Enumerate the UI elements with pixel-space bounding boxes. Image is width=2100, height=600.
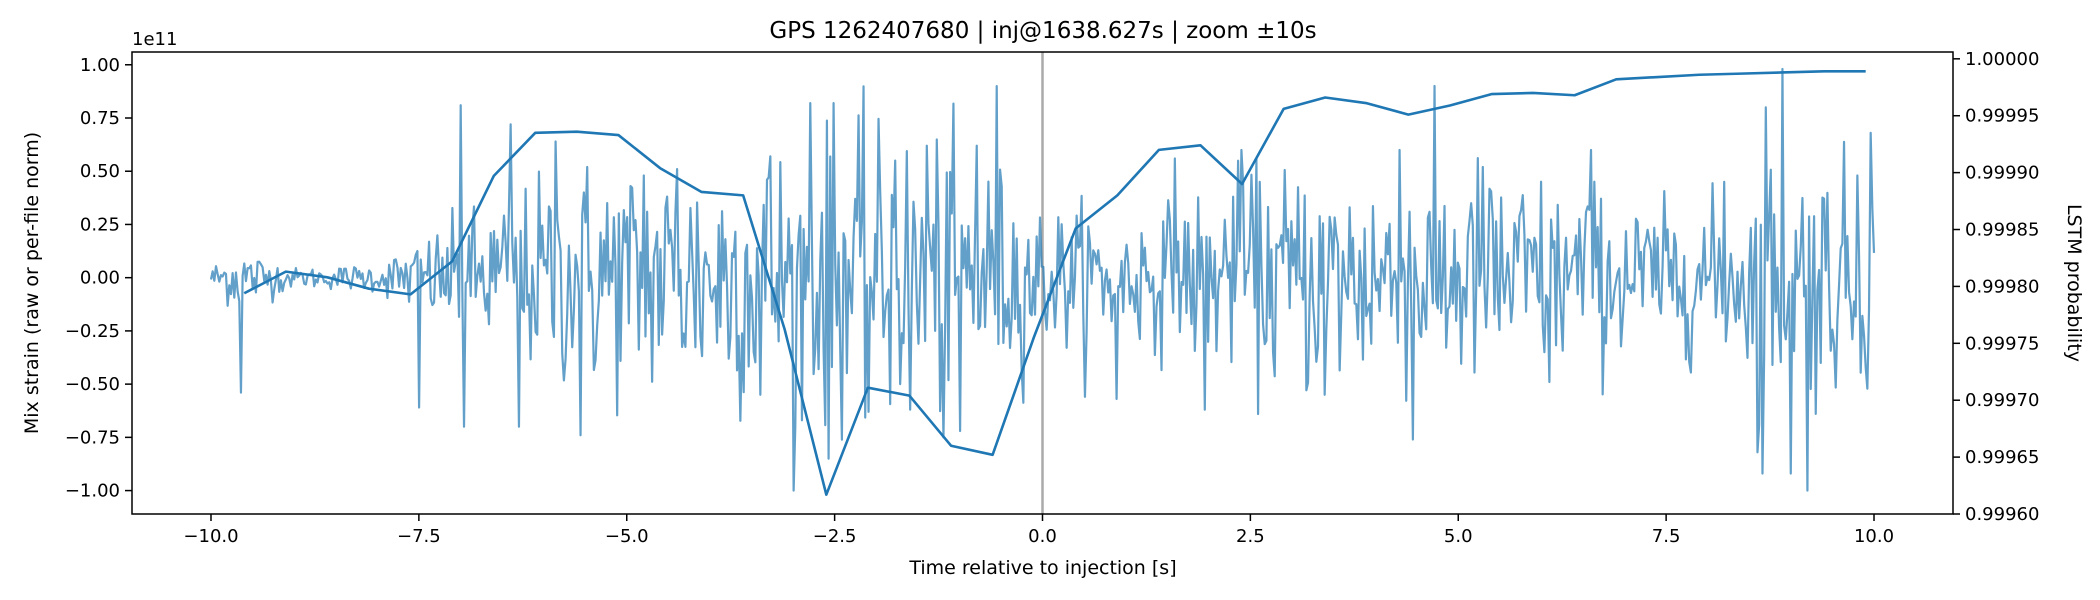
axes-layer: −10.0 −7.5 −5.0 −2.5 0.0 2.5 5.0 7.5 10.0 1.00 0.7… (65, 49, 2040, 547)
y-right-tick-label: 0.99975 (1965, 333, 2039, 354)
x-tick-label: 0.0 (1028, 526, 1057, 547)
y-axis-left-label: Mix strain (raw or per-file norm) (21, 132, 43, 434)
y-left-tick-label: 0.75 (80, 108, 120, 129)
x-tick-label: −5.0 (605, 526, 649, 547)
y-left-tick-label: −0.50 (65, 374, 120, 395)
y-right-tick-label: 1.00000 (1965, 49, 2039, 70)
strain-series-line (209, 67, 1876, 492)
lines-layer (209, 67, 1876, 496)
x-tick-label: −7.5 (397, 526, 441, 547)
y-left-tick-label: 0.50 (80, 161, 120, 182)
y-left-tick-label: −0.75 (65, 427, 120, 448)
lstm-probability-line (243, 70, 1866, 496)
y-right-tick-label: 0.99995 (1965, 106, 2039, 127)
y-right-tick-label: 0.99970 (1965, 390, 2039, 411)
x-tick-label: 7.5 (1652, 526, 1681, 547)
y-right-tick-label: 0.99990 (1965, 163, 2039, 184)
y-left-tick-label: 0.25 (80, 214, 120, 235)
x-axis-label: Time relative to injection [s] (908, 557, 1176, 579)
x-tick-label: −2.5 (813, 526, 857, 547)
x-tick-label: −10.0 (183, 526, 238, 547)
y-right-tick-label: 0.99985 (1965, 220, 2039, 241)
chart-title: GPS 1262407680 | inj@1638.627s | zoom ±1… (769, 18, 1316, 44)
y-axis-left-offset-text: 1e11 (132, 29, 177, 50)
y-left-tick-label: 0.00 (80, 268, 120, 289)
x-tick-label: 10.0 (1854, 526, 1894, 547)
y-axis-right-label: LSTM probability (2063, 204, 2085, 362)
y-left-tick-label: 1.00 (80, 55, 120, 76)
y-left-tick-label: −1.00 (65, 481, 120, 502)
y-right-tick-label: 0.99965 (1965, 447, 2039, 468)
x-tick-label: 2.5 (1236, 526, 1265, 547)
y-left-tick-label: −0.25 (65, 321, 120, 342)
y-right-tick-label: 0.99960 (1965, 504, 2039, 525)
y-right-tick-label: 0.99980 (1965, 276, 2039, 297)
x-tick-label: 5.0 (1444, 526, 1473, 547)
